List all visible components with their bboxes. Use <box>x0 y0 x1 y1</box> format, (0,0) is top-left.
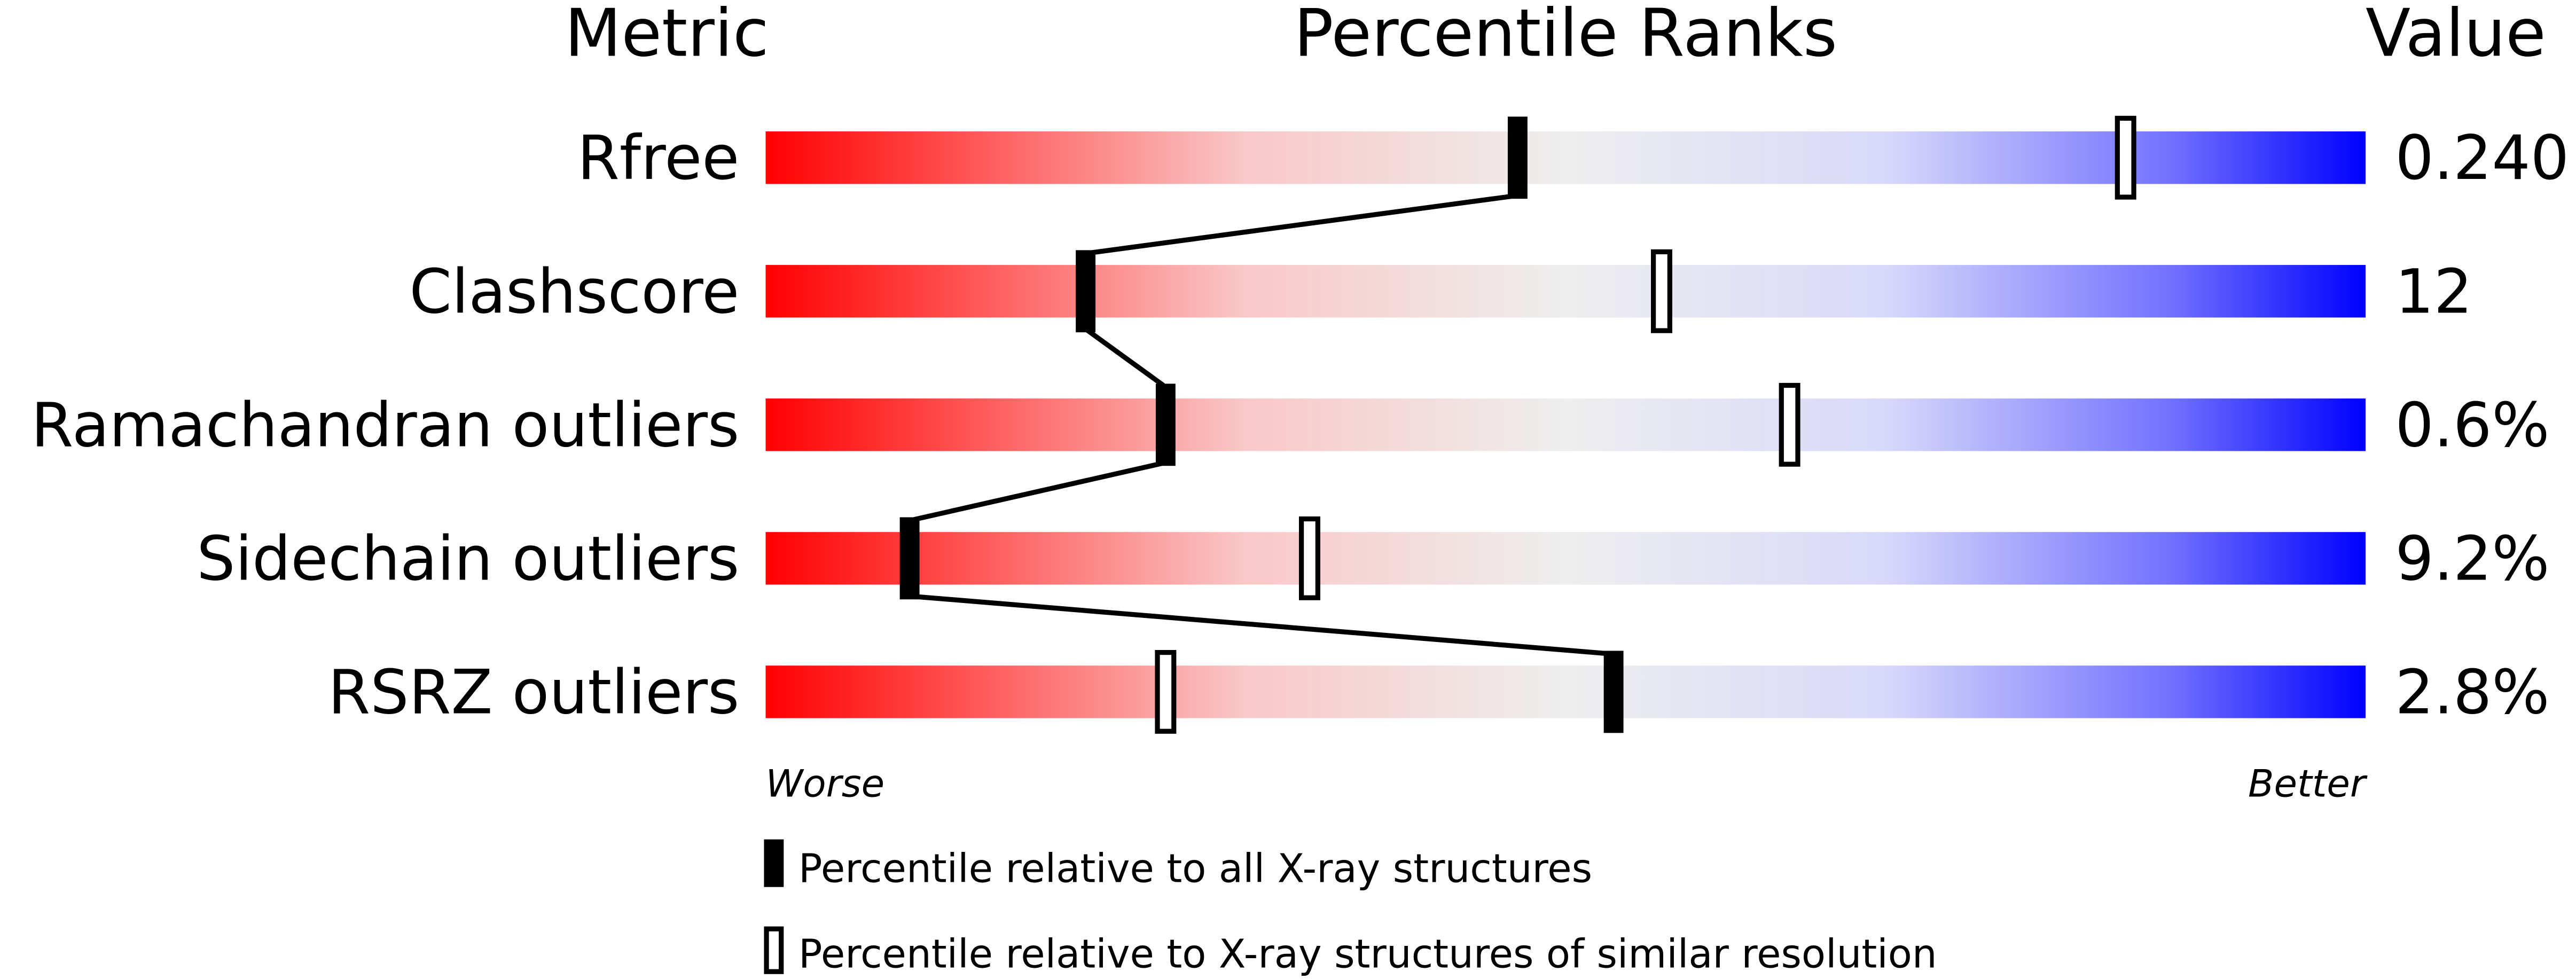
all-structures-marker <box>1603 651 1624 733</box>
legend-filled-marker <box>764 839 784 887</box>
metric-label: Clashscore <box>409 256 739 327</box>
percentile-bar <box>765 265 2366 318</box>
header-value: Value <box>2366 0 2546 72</box>
percentile-bar <box>765 665 2366 718</box>
similar-resolution-marker <box>1651 249 1672 333</box>
connector-line <box>1085 193 1518 256</box>
percentile-bar <box>765 398 2366 451</box>
header-percentile-ranks: Percentile Ranks <box>1294 0 1837 72</box>
all-structures-marker <box>1155 383 1176 466</box>
header-metric: Metric <box>565 0 769 72</box>
all-structures-marker <box>899 517 920 600</box>
metric-label: Ramachandran outliers <box>31 389 739 460</box>
metric-value: 12 <box>2395 256 2472 327</box>
legend-label-similar: Percentile relative to X-ray structures … <box>798 931 1937 977</box>
metric-value: 0.6% <box>2395 389 2549 460</box>
connector-line <box>909 460 1166 523</box>
all-structures-marker <box>1507 116 1528 199</box>
axis-label-worse: Worse <box>765 762 884 806</box>
connector-line <box>909 593 1614 657</box>
percentile-bar <box>765 532 2366 585</box>
similar-resolution-marker <box>2115 115 2136 200</box>
metric-value: 2.8% <box>2395 656 2549 727</box>
metric-value: 0.240 <box>2395 122 2569 193</box>
metric-label: Rfree <box>577 122 739 193</box>
similar-resolution-marker <box>1779 382 1800 467</box>
similar-resolution-marker <box>1155 649 1177 734</box>
percentile-bar <box>765 131 2366 184</box>
legend-label-all: Percentile relative to all X-ray structu… <box>798 846 1592 892</box>
connector-line <box>1084 327 1168 389</box>
similar-resolution-marker <box>1298 516 1320 600</box>
metric-label: Sidechain outliers <box>197 523 739 594</box>
legend-open-marker <box>764 926 784 974</box>
axis-label-better: Better <box>2248 762 2368 806</box>
metric-value: 9.2% <box>2395 523 2549 594</box>
all-structures-marker <box>1076 250 1096 333</box>
metric-label: RSRZ outliers <box>328 656 739 727</box>
